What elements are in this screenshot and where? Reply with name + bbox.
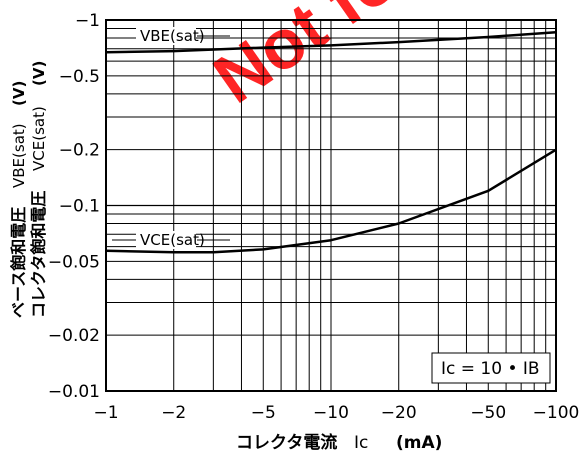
plot-frame (105, 19, 557, 392)
x-tick-labels: −1 −2 −5 −10 −20 −50 −100 (93, 403, 579, 423)
series-line-vce (105, 148, 557, 254)
x-tick-label: −10 (313, 403, 349, 423)
y-axis-label-line2: コレクタ飽和電圧 (29, 191, 48, 318)
condition-text: Ic = 10 • IB (441, 359, 540, 379)
x-tick-label: −2 (161, 403, 186, 423)
y-tick-label: −0.05 (48, 252, 100, 272)
label-vbe-text: VBE(sat) (140, 27, 205, 45)
x-axis-label-unit: (mA) (396, 433, 442, 453)
series-group (105, 30, 557, 254)
x-tick-label: −100 (533, 403, 580, 423)
condition-annotation: Ic = 10 • IB (431, 352, 551, 384)
y-tick-label: −0.1 (59, 197, 100, 217)
y-tick-label: −0.02 (48, 326, 100, 346)
label-vce-text: VCE(sat) (140, 231, 205, 249)
x-tick-label: −20 (381, 403, 417, 423)
y-axis-label: ベース飽和電圧 VBE(sat) (V) コレクタ飽和電圧 VCE(sat) (… (9, 61, 48, 318)
watermark: Not for (200, 0, 433, 118)
x-tick-label: −50 (470, 403, 506, 423)
label-vbe: VBE(sat) (136, 27, 230, 45)
y-tick-labels: −1 −0.5 −0.2 −0.1 −0.05 −0.02 −0.01 (48, 11, 100, 402)
series-line-vbe (105, 30, 557, 54)
y-axis-label-line2-unit: (V) (30, 61, 48, 86)
y-axis-label-line1-unit: (V) (10, 81, 28, 106)
x-tick-label: −1 (93, 403, 118, 423)
grid (106, 20, 556, 391)
y-tick-label: −0.01 (48, 382, 100, 402)
y-tick-label: −0.5 (59, 67, 100, 87)
x-axis-label: コレクタ電流 Ic (mA) (236, 432, 442, 453)
x-axis-label-symbol: Ic (354, 433, 368, 453)
y-axis-label-line2-symbol: VCE(sat) (30, 106, 48, 171)
y-axis-label-line1: ベース飽和電圧 (9, 207, 28, 318)
label-vce: VCE(sat) (112, 231, 230, 249)
x-axis-label-main: コレクタ電流 (236, 432, 337, 453)
y-tick-label: −1 (75, 11, 100, 31)
y-axis-label-line1-symbol: VBE(sat) (10, 123, 28, 188)
x-tick-label: −5 (251, 403, 276, 423)
y-tick-label: −0.2 (59, 141, 100, 161)
